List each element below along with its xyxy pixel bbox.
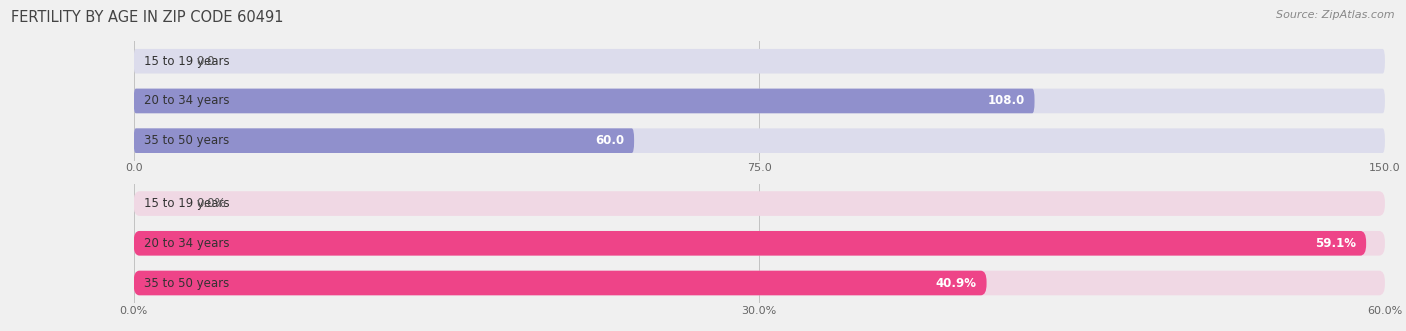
FancyBboxPatch shape: [134, 231, 1385, 256]
FancyBboxPatch shape: [134, 89, 1385, 113]
Text: 0.0%: 0.0%: [197, 197, 226, 210]
FancyBboxPatch shape: [134, 271, 987, 295]
Text: 15 to 19 years: 15 to 19 years: [143, 197, 229, 210]
Text: 15 to 19 years: 15 to 19 years: [143, 55, 229, 68]
Text: Source: ZipAtlas.com: Source: ZipAtlas.com: [1277, 10, 1395, 20]
FancyBboxPatch shape: [134, 49, 1385, 73]
Text: 40.9%: 40.9%: [935, 276, 977, 290]
FancyBboxPatch shape: [134, 89, 1035, 113]
FancyBboxPatch shape: [134, 231, 1367, 256]
Text: 35 to 50 years: 35 to 50 years: [143, 134, 229, 147]
FancyBboxPatch shape: [134, 128, 1385, 153]
Text: 60.0: 60.0: [595, 134, 624, 147]
FancyBboxPatch shape: [134, 128, 634, 153]
Text: 35 to 50 years: 35 to 50 years: [143, 276, 229, 290]
FancyBboxPatch shape: [134, 271, 1385, 295]
Text: FERTILITY BY AGE IN ZIP CODE 60491: FERTILITY BY AGE IN ZIP CODE 60491: [11, 10, 284, 25]
Text: 0.0: 0.0: [197, 55, 215, 68]
Text: 20 to 34 years: 20 to 34 years: [143, 237, 229, 250]
FancyBboxPatch shape: [134, 191, 1385, 216]
Text: 108.0: 108.0: [987, 94, 1025, 108]
Text: 59.1%: 59.1%: [1315, 237, 1357, 250]
Text: 20 to 34 years: 20 to 34 years: [143, 94, 229, 108]
